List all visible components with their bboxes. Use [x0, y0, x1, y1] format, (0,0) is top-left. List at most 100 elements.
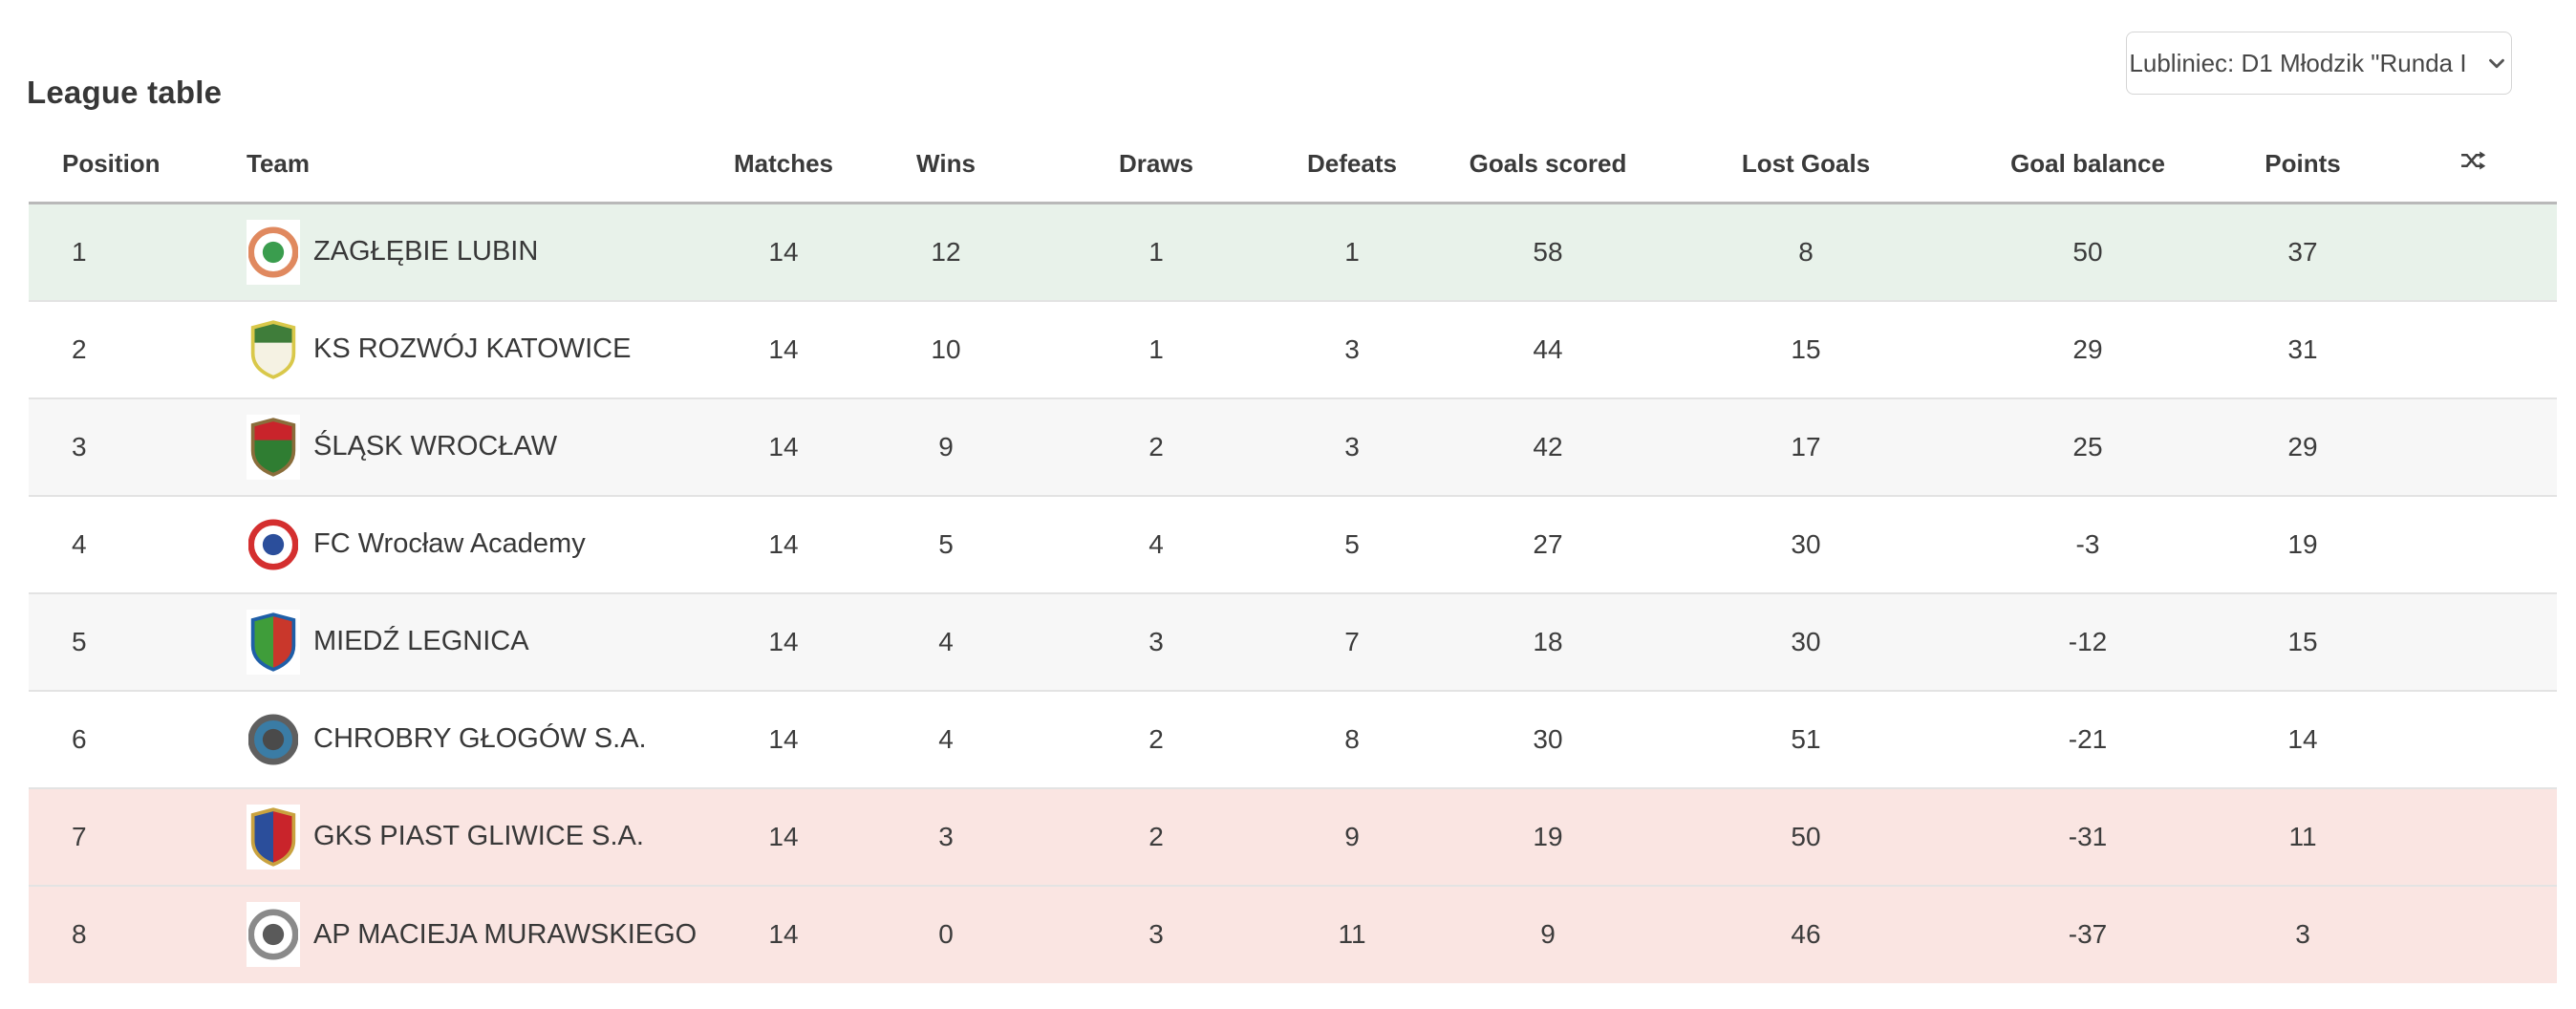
- cell-defeats: 3: [1261, 299, 1443, 398]
- team-name: MIEDŹ LEGNICA: [313, 626, 529, 656]
- team-crest-icon: [247, 804, 300, 869]
- shuffle-icon[interactable]: [2459, 149, 2486, 172]
- cell-goal-balance: 25: [1959, 397, 2217, 496]
- cell-points: 19: [2217, 494, 2389, 593]
- cell-goals-scored: 27: [1443, 494, 1653, 593]
- cell-position: 3: [29, 397, 182, 496]
- cell-position: 1: [72, 236, 87, 267]
- table-row: 7 GKS PIAST GLIWICE S.A. 14 3 2 9 19 50 -31 11: [29, 786, 2557, 886]
- team-name: KS ROZWÓJ KATOWICE: [313, 333, 632, 364]
- table-row: 4 FC Wrocław Academy 14 5 4 5 27 30 -3 19: [29, 494, 2557, 593]
- cell-defeats: 1: [1344, 236, 1360, 267]
- cell-team: GKS PIAST GLIWICE S.A.: [182, 786, 726, 886]
- cell-lost-goals: 46: [1653, 884, 1959, 983]
- table-row: 8 AP MACIEJA MURAWSKIEGO 14 0 3 11 9 46 -37 3: [29, 884, 2557, 983]
- competition-select[interactable]: Lubliniec: D1 Młodzik "Runda I: [2126, 32, 2512, 95]
- cell-defeats: 8: [1261, 689, 1443, 788]
- cell-lost-goals: 15: [1653, 299, 1959, 398]
- cell-team: ZAGŁĘBIE LUBIN: [182, 204, 726, 301]
- team-name: ZAGŁĘBIE LUBIN: [313, 236, 539, 268]
- cell-goal-balance: -31: [1959, 786, 2217, 886]
- cell-actions: [2389, 786, 2557, 886]
- column-header-shuffle: [2389, 125, 2557, 204]
- cell-points: 3: [2217, 884, 2389, 983]
- cell-matches: 14: [726, 299, 841, 398]
- league-table-container: Position Team Matches Wins Draws Defeats…: [29, 125, 2557, 983]
- league-table-body: 1 ZAGŁĘBIE LUBIN 14 12 1 1 58 8 50 37 2 KS ROZWÓJ K…: [29, 203, 2557, 983]
- team-name: ŚLĄSK WROCŁAW: [313, 431, 558, 462]
- cell-actions: [2389, 204, 2557, 301]
- cell-position: 7: [29, 786, 182, 886]
- table-row: 3 ŚLĄSK WROCŁAW 14 9 2 3 42 17 25 29: [29, 397, 2557, 496]
- cell-actions: [2389, 884, 2557, 983]
- cell-draws: 3: [1051, 591, 1261, 691]
- competition-select-label: Lubliniec: D1 Młodzik "Runda I: [2129, 48, 2467, 77]
- column-header-team: Team: [182, 125, 726, 204]
- cell-wins: 4: [841, 591, 1051, 691]
- column-header-points: Points: [2217, 125, 2389, 204]
- cell-team: KS ROZWÓJ KATOWICE: [182, 299, 726, 398]
- cell-points: 15: [2217, 591, 2389, 691]
- team-name: AP MACIEJA MURAWSKIEGO: [313, 918, 698, 950]
- cell-goal-balance: -3: [1959, 494, 2217, 593]
- cell-matches: 14: [726, 689, 841, 788]
- cell-matches: 14: [726, 397, 841, 496]
- cell-goals-scored: 19: [1443, 786, 1653, 886]
- cell-goals-scored: 44: [1443, 299, 1653, 398]
- cell-wins: 4: [841, 689, 1051, 788]
- cell-goal-balance: 29: [1959, 299, 2217, 398]
- cell-matches: 14: [768, 236, 799, 267]
- cell-wins: 0: [841, 884, 1051, 983]
- cell-lost-goals: 51: [1653, 689, 1959, 788]
- cell-points: 37: [2287, 236, 2318, 267]
- cell-points: 11: [2217, 786, 2389, 886]
- cell-defeats: 5: [1261, 494, 1443, 593]
- column-header-position: Position: [29, 125, 182, 204]
- cell-matches: 14: [726, 494, 841, 593]
- cell-draws: 1: [1148, 236, 1164, 267]
- cell-goal-balance: -12: [1959, 591, 2217, 691]
- cell-team: ŚLĄSK WROCŁAW: [182, 397, 726, 496]
- cell-lost-goals: 30: [1653, 494, 1959, 593]
- team-name: CHROBRY GŁOGÓW S.A.: [313, 723, 647, 754]
- cell-actions: [2389, 591, 2557, 691]
- cell-draws: 2: [1051, 689, 1261, 788]
- team-crest-icon: [247, 902, 300, 967]
- chevron-down-icon: [2484, 51, 2509, 75]
- cell-wins: 9: [841, 397, 1051, 496]
- cell-defeats: 3: [1261, 397, 1443, 496]
- cell-team: AP MACIEJA MURAWSKIEGO: [182, 884, 726, 983]
- cell-draws: 1: [1051, 299, 1261, 398]
- cell-team: MIEDŹ LEGNICA: [182, 591, 726, 691]
- cell-goals-scored: 42: [1443, 397, 1653, 496]
- cell-defeats: 9: [1261, 786, 1443, 886]
- cell-draws: 2: [1051, 397, 1261, 496]
- team-crest-icon: [247, 609, 300, 675]
- cell-defeats: 7: [1261, 591, 1443, 691]
- column-header-goals-scored: Goals scored: [1443, 125, 1653, 204]
- cell-draws: 4: [1051, 494, 1261, 593]
- team-crest-icon: [247, 706, 300, 772]
- table-row: 6 CHROBRY GŁOGÓW S.A. 14 4 2 8 30 51 -21 14: [29, 689, 2557, 788]
- cell-goal-balance: 50: [2072, 236, 2103, 267]
- cell-goals-scored: 58: [1533, 236, 1563, 267]
- cell-matches: 14: [726, 591, 841, 691]
- cell-team: FC Wrocław Academy: [182, 494, 726, 593]
- cell-actions: [2389, 397, 2557, 496]
- column-header-matches: Matches: [726, 125, 841, 204]
- column-header-draws: Draws: [1051, 125, 1261, 204]
- league-table-header: Position Team Matches Wins Draws Defeats…: [29, 125, 2557, 204]
- cell-draws: 2: [1051, 786, 1261, 886]
- cell-points: 14: [2217, 689, 2389, 788]
- cell-goal-balance: -37: [1959, 884, 2217, 983]
- cell-lost-goals: 8: [1798, 236, 1814, 267]
- cell-matches: 14: [726, 884, 841, 983]
- cell-actions: [2389, 494, 2557, 593]
- cell-wins: 10: [841, 299, 1051, 398]
- column-header-wins: Wins: [841, 125, 1051, 204]
- cell-wins: 12: [931, 236, 961, 267]
- cell-goal-balance: -21: [1959, 689, 2217, 788]
- cell-matches: 14: [726, 786, 841, 886]
- cell-points: 31: [2217, 299, 2389, 398]
